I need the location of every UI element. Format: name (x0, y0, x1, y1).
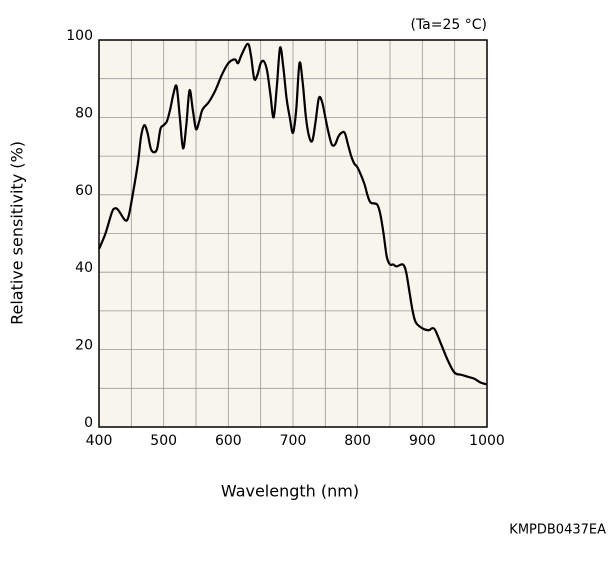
x-axis-label: Wavelength (nm) (221, 482, 359, 501)
condition-note: (Ta=25 °C) (410, 17, 487, 33)
plot-frame (98, 39, 488, 428)
x-tick-label: 800 (344, 433, 371, 449)
labels: 400 500 600 700 800 900 1000 0 20 40 60 80 100 (66, 28, 505, 449)
y-axis-label: Relative sensitivity (%) (8, 141, 27, 325)
x-tick-label: 900 (409, 433, 436, 449)
x-tick-label: 400 (86, 433, 113, 449)
lines (97, 42, 488, 386)
sensitivity-curve (97, 42, 488, 386)
y-tick-label: 40 (75, 260, 93, 276)
x-tick-label: 1000 (469, 433, 505, 449)
y-tick-label: 20 (75, 338, 93, 354)
x-tick-label: 600 (215, 433, 242, 449)
y-tick-label: 0 (84, 415, 93, 431)
y-tick-label: 80 (75, 105, 93, 121)
x-tick-label: 700 (280, 433, 307, 449)
document-code: KMPDB0437EA (509, 523, 606, 538)
x-tick-label: 500 (150, 433, 177, 449)
y-tick-label: 100 (66, 28, 93, 44)
y-tick-label: 60 (75, 183, 93, 199)
